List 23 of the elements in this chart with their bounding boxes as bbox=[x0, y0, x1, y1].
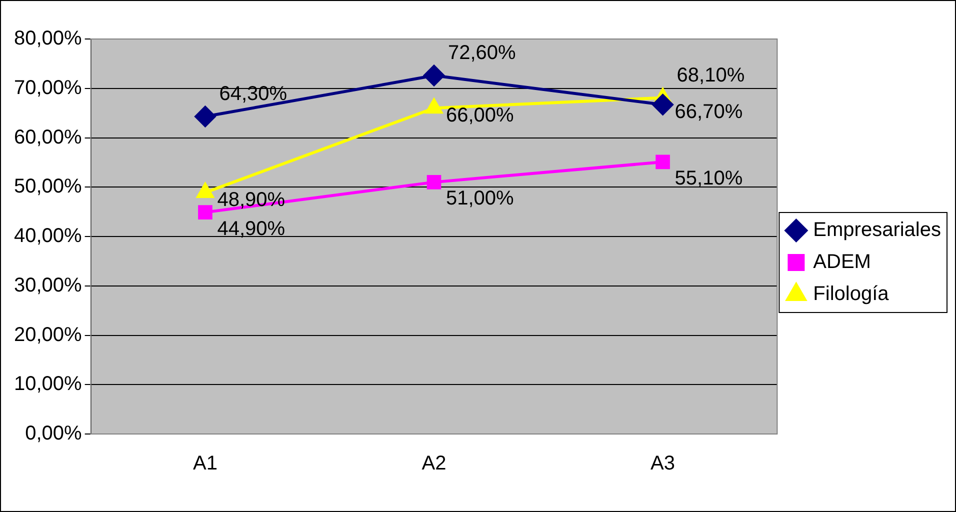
y-tick-label: 30,00% bbox=[14, 274, 82, 296]
data-label: 68,10% bbox=[676, 64, 745, 86]
data-label: 51,00% bbox=[446, 188, 514, 210]
data-label: 66,00% bbox=[446, 104, 514, 127]
data-label: 72,60% bbox=[448, 42, 516, 64]
y-tick-label: 70,00% bbox=[14, 76, 82, 99]
x-tick-label: A2 bbox=[422, 452, 446, 475]
y-tick-label: 80,00% bbox=[14, 28, 82, 50]
y-tick-label: 0,00% bbox=[25, 422, 82, 445]
data-label: 66,70% bbox=[674, 101, 743, 124]
x-tick-label: A3 bbox=[650, 452, 676, 475]
legend-label: Empresariales bbox=[813, 219, 942, 242]
y-tick-label: 40,00% bbox=[14, 225, 82, 248]
data-label: 55,10% bbox=[674, 167, 743, 190]
legend-label: ADEM bbox=[813, 251, 871, 274]
x-tick-label: A1 bbox=[192, 452, 218, 475]
legend-label: Filología bbox=[813, 283, 890, 306]
y-tick-label: 10,00% bbox=[14, 373, 82, 396]
data-label: 48,90% bbox=[217, 189, 286, 212]
data-label: 44,90% bbox=[217, 218, 286, 240]
y-tick-label: 20,00% bbox=[14, 324, 82, 346]
y-tick-label: 60,00% bbox=[14, 126, 82, 148]
y-tick-label: 50,00% bbox=[14, 176, 82, 198]
